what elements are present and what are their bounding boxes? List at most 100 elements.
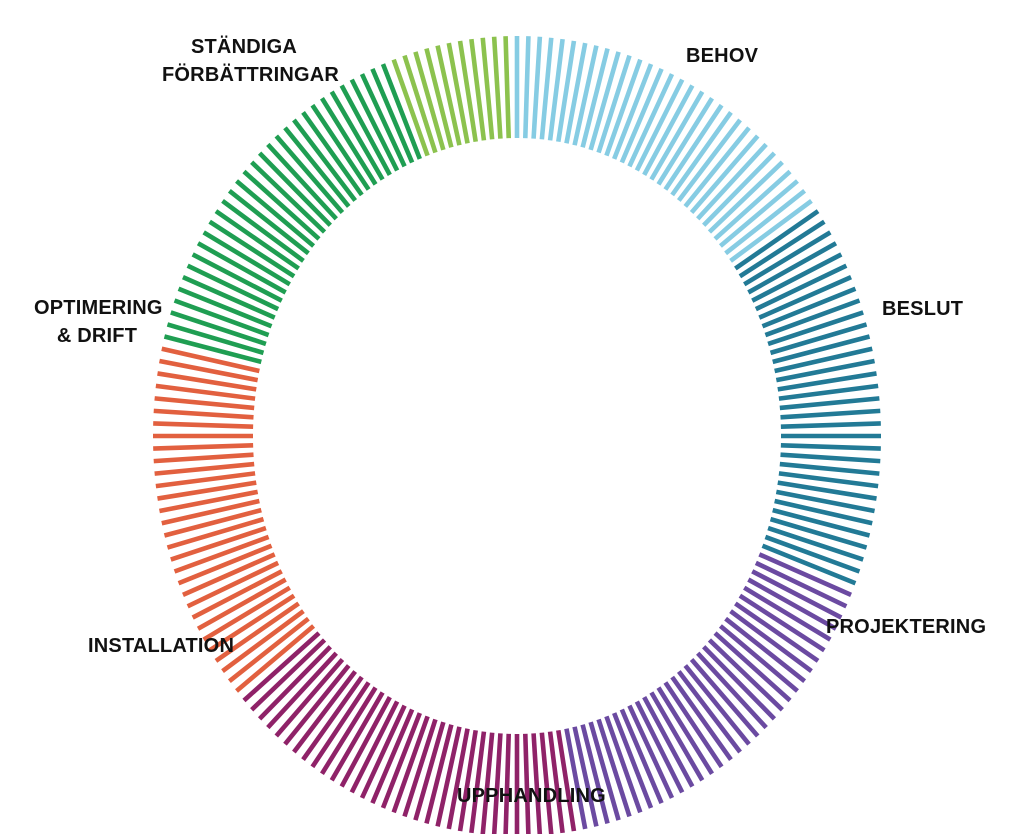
phase-label-behov: BEHOV xyxy=(686,45,759,67)
ring-stripe-installation xyxy=(161,498,260,526)
phase-label-beslut: BESLUT xyxy=(882,298,964,320)
ring-stripe-beslut xyxy=(777,371,877,392)
ring-stripe-standiga xyxy=(424,48,454,148)
ring-stripe-upphandling xyxy=(320,686,378,775)
ring-stripe-optimering xyxy=(227,189,310,256)
ring-segment-beslut xyxy=(734,209,881,586)
ring-stripe-standiga xyxy=(491,36,503,139)
ring-stripe-optimering xyxy=(250,160,327,234)
ring-stripe-installation xyxy=(153,452,254,464)
ring-stripe-upphandling xyxy=(310,681,371,769)
ring-stripe-beslut xyxy=(780,421,881,429)
ring-stripe-upphandling xyxy=(250,638,327,712)
phase-label-installation: INSTALLATION xyxy=(88,635,235,657)
ring-stripe-beslut xyxy=(772,334,871,365)
phase-label-upphandling: UPPHANDLING xyxy=(457,785,606,807)
ring-stripe-behov xyxy=(724,189,807,256)
ring-stripe-beslut xyxy=(758,275,852,320)
ring-stripe-projektering xyxy=(718,624,799,693)
ring-stripe-beslut xyxy=(738,219,826,279)
ring-stripe-behov xyxy=(696,142,768,221)
ring-stripe-standiga xyxy=(446,42,470,144)
phase-label-projektering: PROJEKTERING xyxy=(826,616,987,638)
ring-stripe-upphandling xyxy=(380,712,422,809)
ring-stripe-beslut xyxy=(747,241,838,295)
ring-segment-upphandling xyxy=(242,631,577,834)
phase-label-optimering-drift: OPTIMERING & DRIFT xyxy=(34,297,163,347)
ring-stripe-beslut xyxy=(764,534,861,574)
ring-stripe-installation xyxy=(154,461,255,476)
ring-stripe-projektering xyxy=(619,708,664,804)
ring-stripe-optimering xyxy=(359,73,407,168)
ring-stripe-optimering xyxy=(177,286,273,329)
ring-stripe-projektering xyxy=(738,593,826,653)
phase-label-standiga-forbattringar: STÄNDIGA FÖRBÄTTRINGAR xyxy=(162,36,340,86)
ring-stripe-standiga xyxy=(480,37,495,140)
ring-stripe-upphandling xyxy=(522,733,531,834)
ring-stripe-upphandling xyxy=(424,724,454,824)
ring-stripe-installation xyxy=(196,577,287,631)
ring-stripe-behov xyxy=(656,97,714,186)
ring-stripe-beslut xyxy=(779,396,880,411)
ring-stripe-projektering xyxy=(588,721,621,821)
ring-stripe-upphandling xyxy=(547,731,565,834)
ring-stripe-optimering xyxy=(214,209,300,271)
ring-stripe-optimering xyxy=(221,199,305,263)
ring-segment-behov xyxy=(514,36,813,263)
ring-stripe-projektering xyxy=(604,715,643,814)
ring-stripe-behov xyxy=(596,54,632,154)
ring-stripe-installation xyxy=(154,396,255,411)
ring-stripe-optimering xyxy=(380,63,422,160)
ring-stripe-optimering xyxy=(301,111,364,197)
ring-stripe-beslut xyxy=(780,443,881,451)
ring-stripe-upphandling xyxy=(349,700,400,794)
ring-stripe-beslut xyxy=(772,507,871,538)
ring-stripe-optimering xyxy=(370,68,415,164)
ring-stripe-optimering xyxy=(186,263,280,312)
ring-stripe-optimering xyxy=(310,103,371,191)
ring-stripe-optimering xyxy=(196,241,287,295)
ring-stripe-beslut xyxy=(764,298,861,338)
ring-stripe-installation xyxy=(163,507,262,538)
ring-stripe-behov xyxy=(627,73,675,168)
ring-stripe-installation xyxy=(227,616,310,683)
ring-stripe-installation xyxy=(235,624,316,693)
ring-stripe-upphandling xyxy=(391,715,430,814)
ring-stripe-beslut xyxy=(767,310,864,347)
ring-stripe-projektering xyxy=(676,670,742,754)
ring-stripe-installation xyxy=(221,609,305,673)
ring-stripe-behov xyxy=(522,36,531,139)
ring-stripe-installation xyxy=(159,489,259,514)
ring-stripe-projektering xyxy=(663,681,724,769)
ring-stripe-upphandling xyxy=(556,729,577,832)
ring-stripe-behov xyxy=(588,51,621,151)
ring-stripe-beslut xyxy=(761,543,857,586)
ring-stripe-installation xyxy=(155,383,256,401)
ring-stripe-projektering xyxy=(656,686,714,775)
ring-stripe-optimering xyxy=(170,310,267,347)
ring-stripe-optimering xyxy=(274,134,345,214)
ring-stripe-projektering xyxy=(754,560,848,609)
ring-stripe-installation xyxy=(186,560,280,609)
ring-stripe-beslut xyxy=(774,498,873,526)
ring-stripe-projektering xyxy=(724,616,807,683)
ring-stripe-behov xyxy=(702,151,777,227)
ring-stripe-beslut xyxy=(754,263,848,312)
ring-stripe-upphandling xyxy=(359,704,407,799)
ring-stripe-installation xyxy=(208,593,296,653)
ring-stripe-optimering xyxy=(339,84,392,176)
ring-stripe-upphandling xyxy=(329,691,385,782)
ring-stripe-behov xyxy=(619,68,664,164)
ring-segment-optimering xyxy=(163,63,422,365)
ring-stripe-upphandling xyxy=(283,664,351,746)
ring-stripe-behov xyxy=(713,169,792,241)
ring-stripe-optimering xyxy=(329,90,385,181)
ring-stripe-optimering xyxy=(320,97,378,186)
ring-stripe-optimering xyxy=(173,298,270,338)
ring-stripe-upphandling xyxy=(292,670,358,754)
ring-stripe-installation xyxy=(173,534,270,574)
ring-stripe-behov xyxy=(604,58,643,157)
ring-stripe-beslut xyxy=(734,209,820,271)
ring-stripe-projektering xyxy=(743,585,832,642)
